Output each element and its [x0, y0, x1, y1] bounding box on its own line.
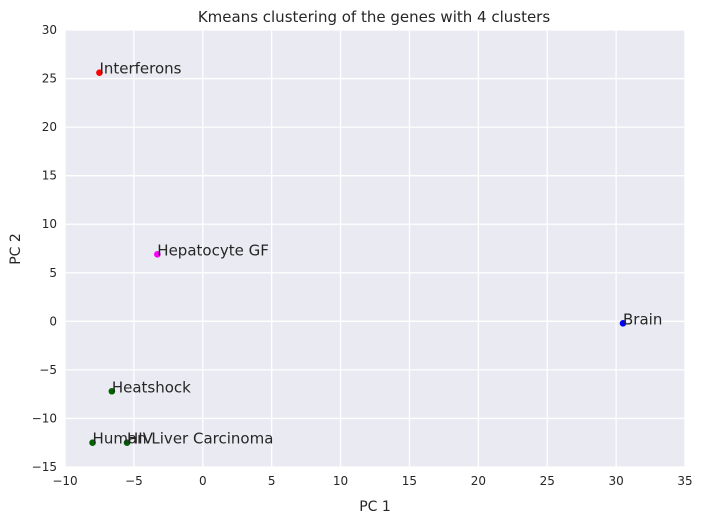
y-tick-label: −10 [32, 411, 57, 425]
y-tick-label: 5 [49, 266, 57, 280]
point-label: HIV [127, 430, 154, 448]
x-tick-label: 35 [677, 474, 692, 488]
x-tick-label: 15 [402, 474, 417, 488]
point-label: Human Liver Carcinoma [93, 430, 274, 448]
x-axis-ticks: −10 −5 0 5 10 15 20 25 30 35 [52, 474, 692, 488]
y-tick-label: 20 [42, 120, 57, 134]
x-tick-label: 0 [199, 474, 207, 488]
x-tick-label: 20 [471, 474, 486, 488]
data-point [96, 69, 103, 77]
x-tick-label: 5 [268, 474, 276, 488]
x-tick-label: −10 [52, 474, 77, 488]
point-label: Heatshock [112, 378, 191, 396]
y-tick-label: 15 [42, 169, 57, 183]
data-point [108, 387, 116, 395]
y-tick-label: −5 [39, 363, 57, 377]
y-tick-label: 10 [42, 217, 57, 231]
data-point [619, 319, 627, 327]
data-point [154, 251, 161, 258]
y-tick-label: 0 [49, 314, 57, 328]
data-points [89, 69, 627, 447]
point-label: Hepatocyte GF [157, 241, 269, 259]
plot-area [65, 30, 685, 467]
chart-title: Kmeans clustering of the genes with 4 cl… [198, 8, 551, 26]
data-point [123, 439, 131, 447]
y-tick-label: −15 [32, 460, 57, 474]
y-axis-label: PC 2 [8, 233, 24, 265]
y-axis-ticks: −15 −10 −5 0 5 10 15 20 25 30 [32, 23, 57, 474]
point-labels: Interferons Hepatocyte GF Brain Heatshock Hu… [93, 60, 663, 448]
y-tick-label: 25 [42, 72, 57, 86]
x-tick-label: 10 [333, 474, 348, 488]
x-axis-label: PC 1 [359, 499, 391, 515]
point-label: Interferons [99, 60, 181, 78]
point-label: Brain [623, 310, 662, 328]
y-tick-label: 30 [42, 23, 57, 37]
x-tick-label: 30 [608, 474, 623, 488]
grid-lines [64, 29, 686, 468]
data-point [89, 439, 96, 447]
x-tick-label: 25 [540, 474, 555, 488]
x-tick-label: −5 [125, 474, 143, 488]
